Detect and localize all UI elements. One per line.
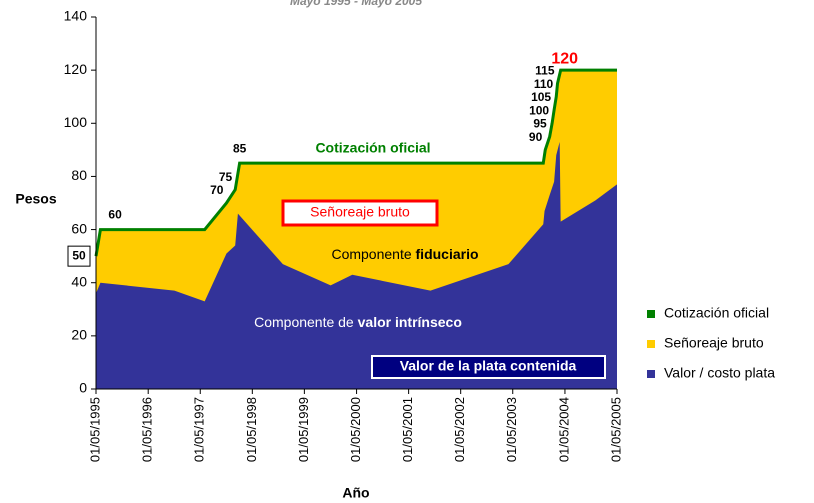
chart-subtitle: Mayo 1995 - Mayo 2005 — [290, 0, 422, 8]
value-label: 100 — [529, 103, 549, 117]
x-tick-label: 01/05/2005 — [608, 397, 623, 462]
value-label: 120 — [551, 50, 578, 67]
legend-swatch — [647, 310, 655, 318]
y-tick-label: 80 — [71, 167, 87, 183]
y-tick-label: 60 — [71, 220, 87, 236]
annotation-box — [281, 199, 439, 227]
y-tick-label: 0 — [79, 380, 87, 396]
y-tick-label: 140 — [64, 8, 88, 24]
line — [94, 68, 617, 257]
value-label: 95 — [533, 117, 547, 131]
legend-label: Valor / costo plata — [664, 365, 775, 381]
x-tick-label: 01/05/1999 — [296, 397, 311, 462]
value-label: 70 — [210, 183, 224, 197]
x-tick-label: 01/05/2002 — [452, 397, 467, 462]
x-tick-label: 01/05/1996 — [140, 397, 155, 462]
x-tick-label: 01/05/2000 — [348, 397, 363, 462]
legend-label: Cotización oficial — [664, 305, 769, 321]
x-tick-label: 01/05/2001 — [400, 397, 415, 462]
annotation-part: valor intrínseco — [358, 314, 462, 330]
annotation-part: Componente — [331, 246, 415, 262]
value-label: 110 — [534, 77, 554, 91]
legend-label: Señoreaje bruto — [664, 335, 764, 351]
annotation-box — [371, 355, 606, 379]
y-axis-label: Pesos — [15, 191, 56, 207]
legend-swatch — [647, 370, 655, 378]
annotation: Componente fiduciario — [331, 246, 478, 262]
value-label: 105 — [531, 90, 551, 104]
value-label: 50 — [72, 248, 86, 262]
value-label: 60 — [108, 208, 122, 222]
y-tick-label: 40 — [71, 273, 87, 289]
value-label: 75 — [219, 170, 233, 184]
area — [96, 141, 617, 389]
value-label-box — [67, 245, 91, 267]
y-tick-label: 20 — [71, 327, 87, 343]
annotation: Cotización oficial — [315, 140, 430, 156]
x-tick-label: 01/05/1997 — [192, 397, 207, 462]
x-tick-label: 01/05/1998 — [244, 397, 259, 462]
x-tick-label: 01/05/2004 — [556, 397, 571, 462]
annotation-part: Componente de — [254, 314, 358, 330]
annotation: Valor de la plata contenida — [400, 358, 577, 374]
legend-swatch — [647, 340, 655, 348]
value-label: 115 — [535, 64, 555, 78]
x-tick-label: 01/05/2003 — [504, 397, 519, 462]
value-label: 85 — [233, 141, 247, 155]
y-tick-label: 120 — [64, 61, 88, 77]
value-label: 90 — [529, 130, 543, 144]
y-tick-label: 100 — [64, 114, 88, 130]
x-tick-label: 01/05/1995 — [87, 397, 102, 462]
annotation-part: fiduciario — [416, 246, 479, 262]
x-axis-label: Año — [342, 485, 369, 501]
annotation: Señoreaje bruto — [310, 204, 410, 220]
annotation: Componente de valor intrínseco — [254, 314, 462, 330]
legend: Cotización oficial Señoreaje bruto Valor /… — [647, 305, 775, 381]
